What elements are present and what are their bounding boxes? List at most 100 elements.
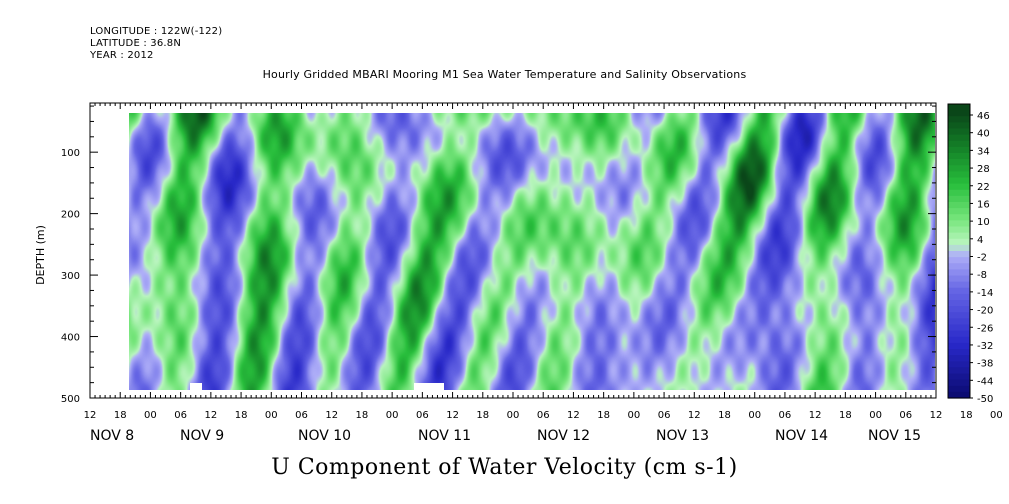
colorbar-swatch [948,312,970,319]
x-tick-label: 00 [386,410,399,421]
x-tick-label: 12 [84,410,97,421]
x-tick-label: 12 [325,410,338,421]
colorbar-label: -32 [977,341,993,352]
x-tick-label: 12 [204,410,217,421]
x-tick-label: 12 [688,410,701,421]
colorbar-label: -14 [977,288,993,299]
colorbar-label: -8 [977,270,987,281]
velocity-field [129,113,935,391]
x-tick-label: 06 [658,410,671,421]
colorbar-swatch [948,208,970,215]
x-tick-label: 00 [507,410,520,421]
colorbar-swatch [948,153,970,160]
colorbar-swatch [948,134,970,142]
colorbar-swatch [948,165,970,172]
colorbar-swatch [948,202,970,209]
colorbar-label: -2 [977,253,987,264]
colorbar-swatch [948,122,970,130]
colorbar-swatch [948,171,970,179]
x-axis-title: U Component of Water Velocity (cm s-1) [271,455,738,480]
y-axis-label: DEPTH (m) [34,225,47,285]
colorbar-label: 4 [977,235,983,246]
colorbar: 46 40 34 28 22 16 10 4 -2 -8 -14 -20 -26 -32 -38 -44 -50 [947,103,993,405]
colorbar-swatch [948,146,970,154]
x-tick-label: 18 [114,410,127,421]
x-day-label: NOV 11 [418,428,471,444]
colorbar-label: -20 [977,306,993,317]
x-day-label: NOV 14 [775,428,828,444]
axes: 12 18 00 06 12 18 00 06 12 18 00 06 12 18 00 06 12 18 00 06… [61,103,1003,444]
x-day-label: NOV 13 [656,428,709,444]
x-tick-label: 12 [567,410,580,421]
colorbar-swatch [948,342,970,350]
colorbar-swatch [948,128,970,136]
x-tick-label: 18 [476,410,489,421]
x-day-label: NOV 12 [537,428,590,444]
colorbar-label: 22 [977,182,990,193]
x-tick-label: 06 [899,410,912,421]
colorbar-swatch [948,361,970,368]
x-tick-label: 06 [416,410,429,421]
colorbar-swatch [948,324,970,332]
colorbar-swatch [948,300,970,307]
longitude-label: LONGITUDE : 122W(-122) [90,26,223,37]
colorbar-swatch [948,238,970,246]
colorbar-label: -50 [977,394,993,405]
colorbar-swatch [948,140,970,148]
x-tick-label: 06 [779,410,792,421]
x-tick-label: 12 [809,410,822,421]
x-tick-label: 06 [174,410,187,421]
colorbar-swatch [948,391,970,399]
x-tick-label: 00 [265,410,278,421]
x-tick-label: 00 [627,410,640,421]
colorbar-swatch [948,195,970,203]
colorbar-frame [947,103,971,399]
colorbar-swatch [948,355,970,362]
colorbar-swatch [948,232,970,240]
colorbar-label: 34 [977,146,990,157]
colorbar-label: 28 [977,164,990,175]
x-tick-label: 00 [144,410,157,421]
colorbar-label: 16 [977,199,990,210]
colorbar-swatch [948,244,970,252]
x-day-label: NOV 9 [180,428,224,444]
colorbar-swatch [948,251,970,258]
y-tick-label: 100 [61,148,80,159]
x-tick-label: 18 [235,410,248,421]
colorbar-swatch [948,281,970,289]
x-tick-label: 06 [295,410,308,421]
colorbar-swatch [948,318,970,326]
x-tick-label: 18 [356,410,369,421]
colorbar-swatch [948,385,970,393]
x-tick-label: 06 [537,410,550,421]
colorbar-swatch [948,257,970,264]
year-label: YEAR : 2012 [90,50,154,61]
x-tick-label: 18 [960,410,973,421]
colorbar-label: 46 [977,111,990,122]
colorbar-swatch [948,330,970,338]
colorbar-swatch [948,226,970,234]
y-tick-label: 400 [61,333,80,344]
colorbar-swatch [948,189,970,197]
colorbar-swatch [948,116,970,123]
latitude-label: LATITUDE : 36.8N [90,38,182,49]
colorbar-label: -38 [977,359,993,370]
colorbar-swatch [948,367,970,375]
colorbar-label: -26 [977,323,993,334]
colorbar-swatch [948,104,970,111]
colorbar-swatch [948,275,970,283]
colorbar-label: 40 [977,129,990,140]
colorbar-swatch [948,159,970,166]
x-tick-label: 18 [718,410,731,421]
data-gap [414,383,444,391]
colorbar-swatch [948,263,970,270]
colorbar-swatch [948,379,970,387]
x-tick-label: 18 [597,410,610,421]
y-tick-label: 300 [61,271,80,282]
colorbar-swatch [948,110,970,117]
x-tick-label: 00 [869,410,882,421]
y-tick-label: 200 [61,210,80,221]
colorbar-swatch [948,287,970,295]
colorbar-swatch [948,177,970,185]
